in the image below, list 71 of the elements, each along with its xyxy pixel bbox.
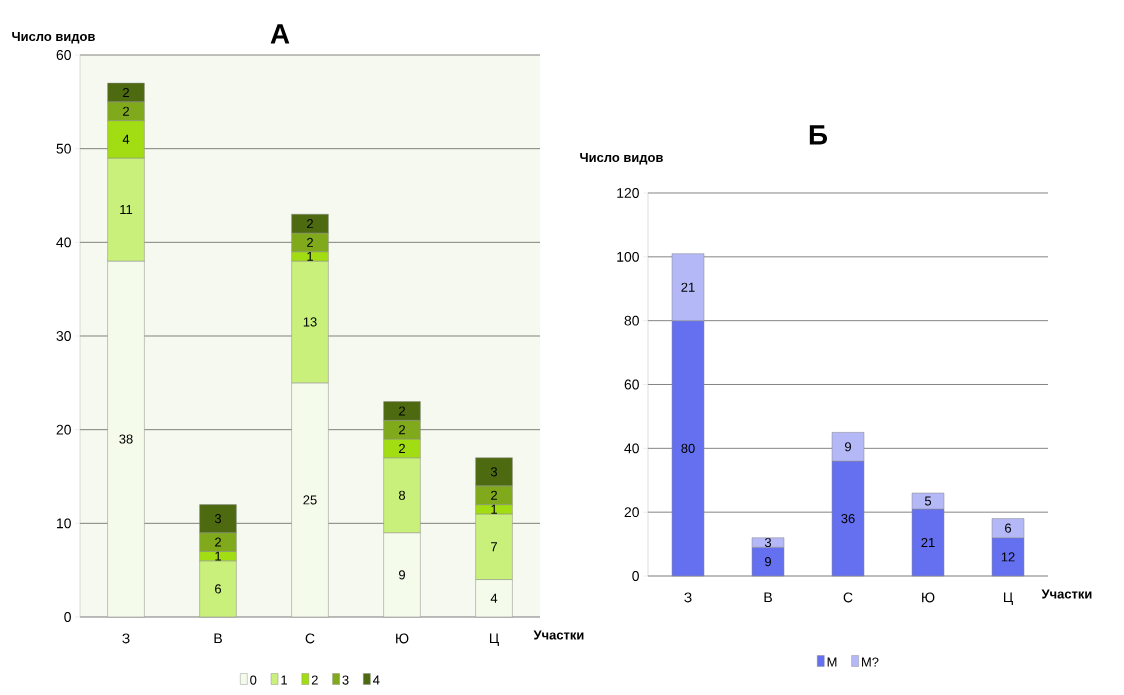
y-tick-label: 40 [624,443,639,454]
data-label: 7 [491,542,497,552]
data-label: 36 [841,513,855,524]
x-tick-label: З [684,592,692,603]
data-label: 5 [924,496,932,506]
data-label: 2 [399,425,405,435]
data-label: 2 [399,443,405,453]
data-label: 3 [764,537,772,548]
data-label: 2 [491,490,497,500]
data-label: 12 [1001,552,1015,562]
x-tick-label: С [843,592,853,603]
data-label: 4 [122,134,130,144]
data-label: 8 [398,490,406,500]
y-tick-label: 0 [64,612,71,622]
y-tick-label: 120 [617,188,639,198]
legend-label: 1 [281,675,287,685]
data-label: 80 [681,443,695,453]
data-label: 38 [119,434,133,444]
data-label: 21 [681,282,695,292]
data-label: 6 [215,584,222,594]
y-tick-label: 0 [632,571,639,581]
data-label: 9 [399,570,405,580]
data-label: 2 [307,237,313,247]
y-axis-title: Число видов [580,152,663,165]
chart-title: Б [809,125,828,145]
x-axis-title: Участки [533,630,584,640]
chart-title: А [270,24,290,44]
x-tick-label: В [214,633,222,644]
y-tick-label: 60 [624,379,639,390]
y-tick-label: 20 [56,424,71,435]
y-tick-label: 50 [56,143,71,154]
data-label: 21 [921,537,935,548]
x-tick-label: Ц [1003,592,1013,605]
data-label: 3 [214,514,222,524]
data-label: 1 [215,551,221,561]
x-tick-label: Ю [922,592,935,603]
legend-label: 4 [373,675,380,685]
data-label: 2 [399,406,405,416]
data-label: 11 [120,205,133,214]
x-tick-label: С [305,633,315,644]
y-axis-title: Число видов [12,31,95,44]
data-label: 13 [303,317,317,327]
legend-label: М [827,657,837,667]
data-label: 9 [845,442,851,452]
data-label: 9 [765,557,771,567]
legend-label: М? [862,657,879,667]
data-label: 6 [1005,523,1012,533]
legend-label: 2 [311,675,318,685]
data-label: 2 [307,219,313,229]
x-tick-label: Ц [489,633,499,646]
data-label: 3 [490,467,498,477]
data-label: 1 [307,251,313,261]
x-tick-label: З [122,633,130,644]
data-label: 25 [303,495,317,505]
data-label: 4 [490,593,498,603]
data-label: 2 [123,87,129,97]
y-tick-label: 40 [56,237,71,248]
y-tick-label: 20 [624,507,639,518]
y-tick-label: 80 [624,315,639,326]
x-tick-label: Ю [396,633,409,644]
y-tick-label: 30 [56,331,71,341]
y-tick-label: 100 [617,251,639,262]
x-axis-title: Участки [1041,589,1092,599]
data-label: 2 [123,106,129,116]
x-tick-label: В [764,592,772,603]
y-tick-label: 60 [56,50,71,60]
legend-label: 0 [250,675,257,685]
legend-label: 3 [342,675,349,685]
data-label: 2 [215,537,221,547]
data-label: 1 [491,504,497,514]
y-tick-label: 10 [57,518,71,529]
